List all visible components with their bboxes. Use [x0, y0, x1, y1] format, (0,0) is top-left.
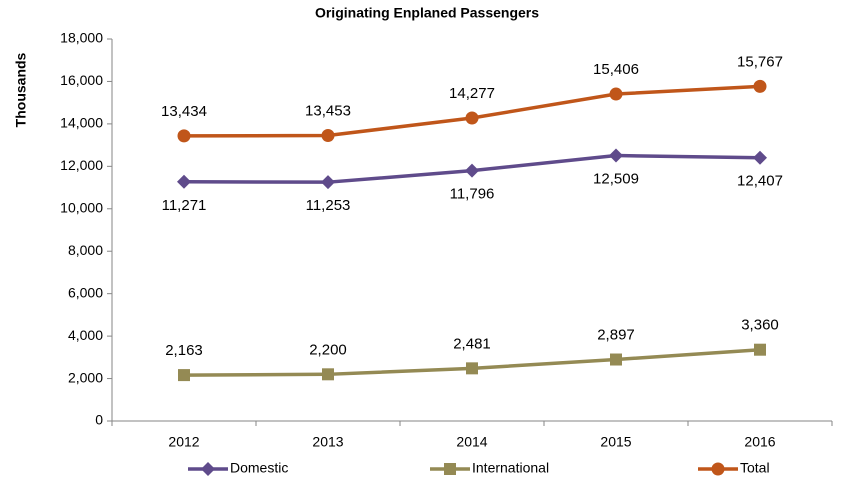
data-label: 13,453 [305, 102, 351, 119]
x-tick-label: 2013 [312, 434, 343, 450]
data-label: 2,200 [309, 341, 347, 358]
data-point [753, 79, 767, 93]
y-tick-label: 14,000 [60, 115, 103, 131]
x-tick-label: 2015 [600, 434, 631, 450]
data-point [609, 148, 623, 163]
data-label: 2,481 [453, 335, 491, 352]
data-label: 12,407 [737, 173, 783, 190]
data-label: 3,360 [741, 317, 779, 334]
x-tick-label: 2014 [456, 434, 487, 450]
y-axis-label: Thousands [13, 52, 29, 127]
legend-label: Domestic [230, 460, 288, 476]
data-point [754, 343, 766, 356]
data-label: 15,767 [737, 53, 783, 70]
y-tick-label: 12,000 [60, 157, 103, 173]
chart-title: Originating Enplaned Passengers [315, 5, 539, 21]
x-tick-label: 2016 [744, 434, 775, 450]
x-tick-label: 2012 [168, 434, 199, 450]
data-point [610, 353, 622, 366]
data-point [177, 129, 191, 143]
y-tick-label: 10,000 [60, 199, 103, 215]
legend-label: Total [740, 460, 770, 476]
data-point [465, 163, 479, 178]
data-label: 11,796 [450, 186, 495, 203]
legend-marker [444, 463, 456, 475]
data-label: 2,163 [165, 342, 203, 359]
y-tick-label: 6,000 [68, 284, 103, 300]
y-tick-label: 18,000 [60, 30, 103, 46]
data-point [465, 111, 479, 125]
data-label: 14,277 [449, 85, 495, 102]
y-tick-label: 0 [95, 412, 103, 428]
legend-marker [711, 462, 725, 476]
data-label: 13,434 [161, 103, 207, 120]
legend-marker [201, 462, 215, 476]
data-point [322, 368, 334, 381]
data-label: 15,406 [593, 61, 639, 78]
data-point [753, 150, 767, 165]
data-label: 11,253 [306, 197, 351, 214]
data-label: 2,897 [597, 326, 635, 343]
legend-label: International [472, 460, 549, 476]
data-point [321, 128, 335, 142]
data-point [178, 369, 190, 382]
data-point [177, 174, 191, 189]
y-tick-label: 2,000 [68, 369, 103, 385]
y-tick-label: 8,000 [68, 242, 103, 258]
data-point [466, 362, 478, 375]
data-point [609, 87, 623, 101]
data-point [321, 175, 335, 190]
data-label: 11,271 [162, 197, 207, 214]
data-label: 12,509 [593, 170, 639, 187]
y-tick-label: 4,000 [68, 327, 103, 343]
y-tick-label: 16,000 [60, 72, 103, 88]
